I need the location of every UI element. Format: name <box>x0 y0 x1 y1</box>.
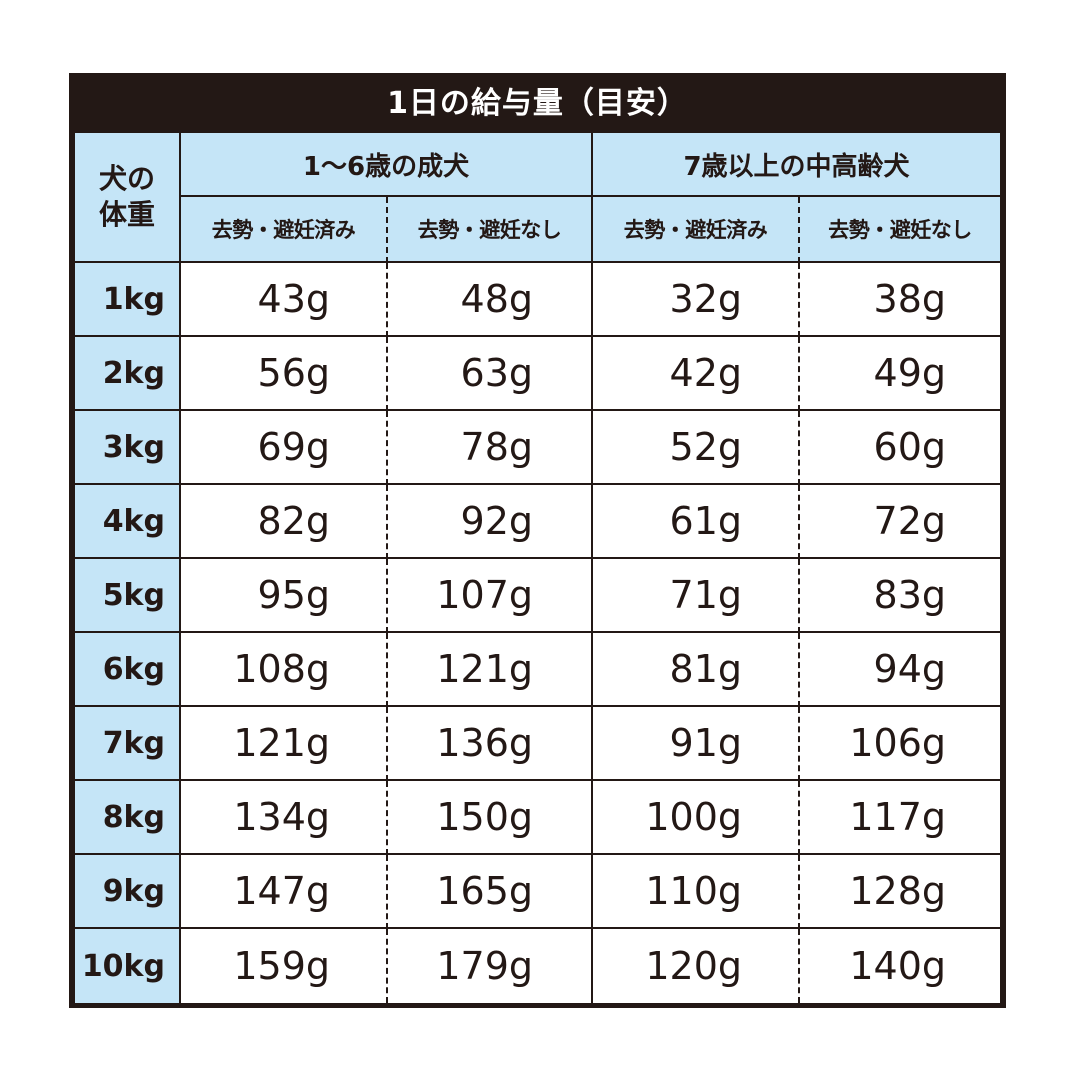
subheader-senior-neutered: 去勢・避妊済み <box>593 197 800 263</box>
row-weight-label: 8kg <box>75 781 181 855</box>
corner-label-line-1: 犬の <box>98 162 155 195</box>
table-cell-amount: 147g <box>181 855 388 929</box>
table-cell-amount: 72g <box>800 485 1000 559</box>
table-cell-amount: 43g <box>181 263 388 337</box>
table-cell-amount: 121g <box>181 707 388 781</box>
table-cell-amount: 121g <box>388 633 593 707</box>
row-weight-label: 4kg <box>75 485 181 559</box>
table-cell-amount: 69g <box>181 411 388 485</box>
row-weight-label: 3kg <box>75 411 181 485</box>
table-title: 1日の給与量（目安） <box>387 86 688 121</box>
table-cell-amount: 32g <box>593 263 800 337</box>
subheader-adult-intact: 去勢・避妊なし <box>388 197 593 263</box>
subheader-adult-neutered: 去勢・避妊済み <box>181 197 388 263</box>
table-cell-amount: 150g <box>388 781 593 855</box>
table-cell-amount: 159g <box>181 929 388 1003</box>
table-cell-amount: 60g <box>800 411 1000 485</box>
table-cell-amount: 49g <box>800 337 1000 411</box>
table-cell-amount: 134g <box>181 781 388 855</box>
table-cell-amount: 179g <box>388 929 593 1003</box>
table-cell-amount: 91g <box>593 707 800 781</box>
table-cell-amount: 100g <box>593 781 800 855</box>
table-cell-amount: 63g <box>388 337 593 411</box>
row-header-label: 犬の 体重 <box>75 133 181 263</box>
subheader-senior-intact: 去勢・避妊なし <box>800 197 1000 263</box>
table-cell-amount: 81g <box>593 633 800 707</box>
row-weight-label: 9kg <box>75 855 181 929</box>
table-cell-amount: 136g <box>388 707 593 781</box>
table-cell-amount: 128g <box>800 855 1000 929</box>
table-cell-amount: 38g <box>800 263 1000 337</box>
table-cell-amount: 78g <box>388 411 593 485</box>
table-cell-amount: 92g <box>388 485 593 559</box>
row-weight-label: 2kg <box>75 337 181 411</box>
table-cell-amount: 52g <box>593 411 800 485</box>
table-cell-amount: 56g <box>181 337 388 411</box>
table-cell-amount: 61g <box>593 485 800 559</box>
table-cell-amount: 94g <box>800 633 1000 707</box>
table-cell-amount: 106g <box>800 707 1000 781</box>
table-cell-amount: 82g <box>181 485 388 559</box>
table-cell-amount: 117g <box>800 781 1000 855</box>
table-cell-amount: 48g <box>388 263 593 337</box>
row-weight-label: 7kg <box>75 707 181 781</box>
table-cell-amount: 71g <box>593 559 800 633</box>
table-cell-amount: 108g <box>181 633 388 707</box>
row-weight-label: 5kg <box>75 559 181 633</box>
row-weight-label: 10kg <box>75 929 181 1003</box>
table-grid: 犬の 体重 1～6歳の成犬 7歳以上の中高齢犬 去勢・避妊済み 去勢・避妊なし 去… <box>75 133 1000 1003</box>
table-cell-amount: 95g <box>181 559 388 633</box>
table-cell-amount: 42g <box>593 337 800 411</box>
feeding-table: 1日の給与量（目安） 犬の 体重 1～6歳の成犬 7歳以上の中高齢犬 去勢・避妊済… <box>69 73 1006 1008</box>
row-weight-label: 1kg <box>75 263 181 337</box>
corner-label-line-2: 体重 <box>98 198 155 231</box>
table-cell-amount: 110g <box>593 855 800 929</box>
table-cell-amount: 83g <box>800 559 1000 633</box>
table-cell-amount: 165g <box>388 855 593 929</box>
row-weight-label: 6kg <box>75 633 181 707</box>
group-header-senior: 7歳以上の中高齢犬 <box>593 133 1000 197</box>
table-cell-amount: 120g <box>593 929 800 1003</box>
table-cell-amount: 107g <box>388 559 593 633</box>
group-header-adult: 1～6歳の成犬 <box>181 133 593 197</box>
table-cell-amount: 140g <box>849 944 946 988</box>
